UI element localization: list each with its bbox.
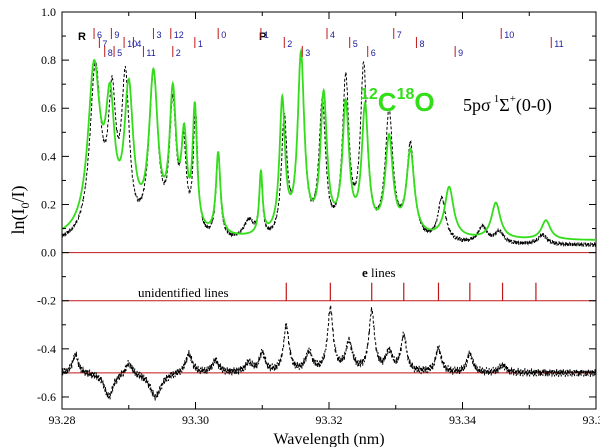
axes: 93.28 93.30 93.32 93.34 93.36 1.0 0.8 0.6 0.4 0.2…	[37, 5, 600, 427]
species-label: 12C18O	[360, 86, 435, 117]
e-lines-markers	[285, 282, 537, 301]
x-tick-label: 93.30	[182, 413, 209, 427]
y-tick-label: -0.6	[37, 390, 56, 404]
y-axis-label: ln(I0/I)	[8, 186, 32, 235]
branch-line-number: 10	[504, 30, 514, 40]
x-axis-label: Wavelength (nm)	[273, 431, 384, 447]
branch-line-number: 4	[330, 30, 335, 40]
branch-line-number: 11	[554, 39, 563, 49]
x-tick-label: 93.36	[583, 413, 600, 427]
branch-line-number: 8	[108, 48, 113, 58]
branch-line-number: 2	[176, 48, 181, 58]
branch-line-number: 1	[198, 39, 203, 49]
branch-line-number: 6	[371, 48, 376, 58]
branch-line-number: 5	[117, 48, 122, 58]
y-tick-label: -0.2	[37, 294, 56, 308]
branch-line-number: 9	[458, 48, 463, 58]
branch-line-number: 8	[419, 39, 424, 49]
y-tick-label: 0.6	[41, 101, 56, 115]
baseline-lines	[62, 252, 596, 374]
branch-label-R: R	[78, 31, 86, 43]
plot-frame	[61, 11, 597, 410]
measured-series-line	[61, 305, 597, 401]
y-tick-label: 1.0	[41, 5, 56, 19]
branch-label-P: P	[259, 31, 266, 43]
x-tick-label: 93.28	[49, 413, 76, 427]
y-tick-label: 0.0	[41, 246, 56, 260]
branch-line-number: 7	[397, 30, 402, 40]
fit-series-line	[61, 47, 596, 241]
branch-line-number: 5	[353, 39, 358, 49]
branch-line-number: 1	[264, 30, 269, 40]
branch-line-number: 2	[287, 39, 292, 49]
branch-line-number: 3	[305, 48, 310, 58]
measured-series-line	[61, 51, 597, 248]
branch-line-number: 3	[156, 30, 161, 40]
e-lines-label: e lines	[362, 265, 396, 280]
branch-line-number: 10	[127, 39, 137, 49]
x-tick-label: 93.32	[316, 413, 343, 427]
x-tick-label: 93.34	[449, 413, 476, 427]
branch-line-number: 0	[221, 30, 226, 40]
y-tick-label: 0.8	[41, 53, 56, 67]
branch-line-number: 9	[114, 30, 119, 40]
branch-line-number: 11	[146, 48, 155, 58]
branch-line-number: 7	[102, 39, 107, 49]
branch-line-number: 6	[97, 30, 102, 40]
band-label: 5pσ 1Σ+(0-0)	[463, 93, 552, 116]
y-tick-label: 0.4	[41, 149, 56, 163]
branch-line-number: 12	[174, 30, 184, 40]
y-tick-label: -0.4	[37, 342, 56, 356]
unidentified-lines-label: unidentified lines	[138, 285, 229, 300]
branch-line-number: 4	[136, 39, 141, 49]
y-tick-label: 0.2	[41, 197, 56, 211]
series-layer	[61, 47, 597, 401]
